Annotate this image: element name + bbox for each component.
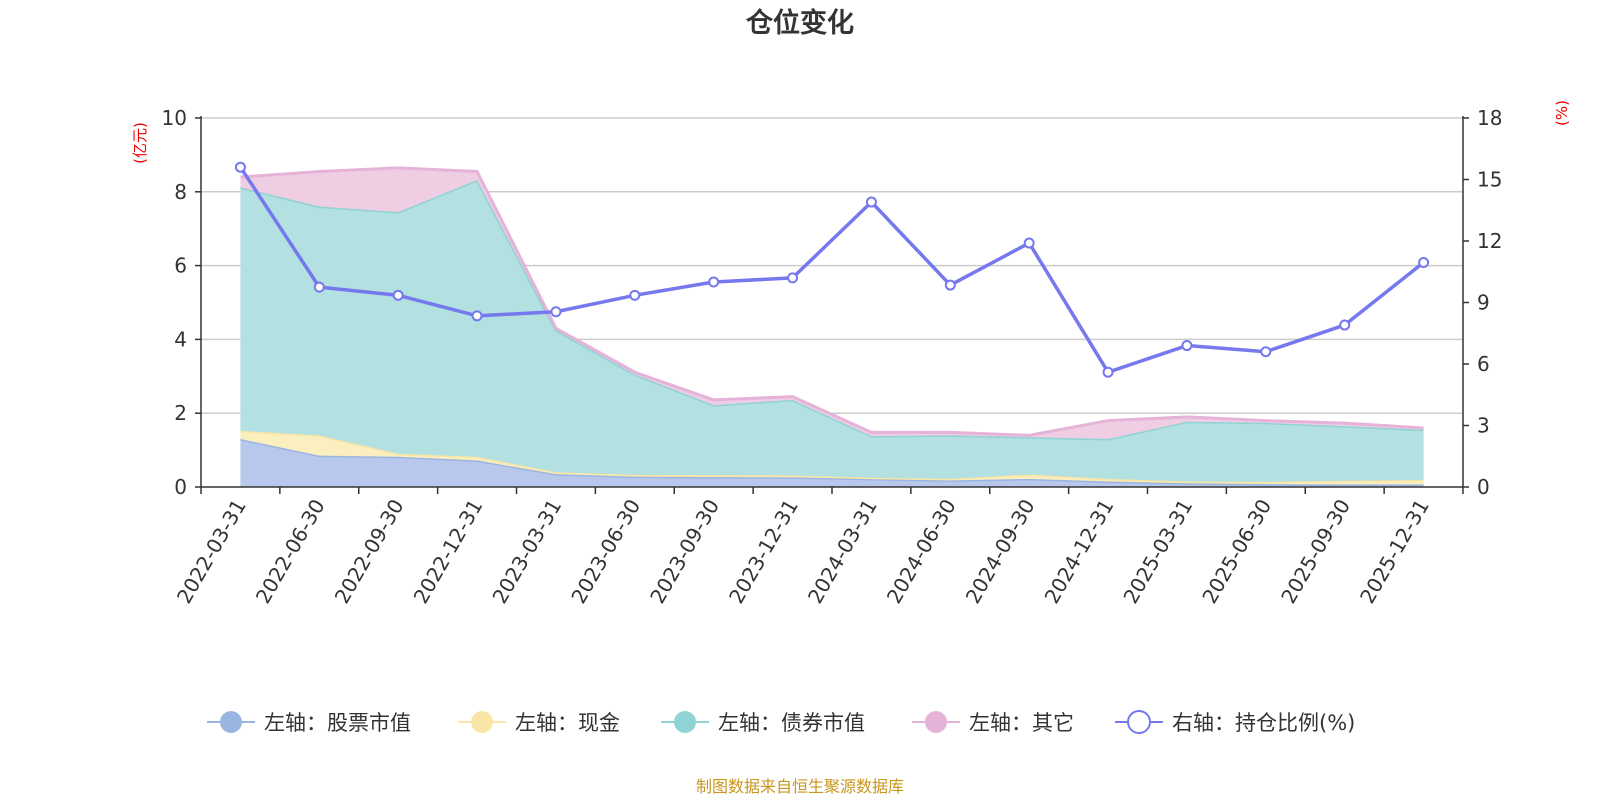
ratio-point (944, 279, 956, 291)
ratio-line (238, 166, 1425, 374)
right-axis-tick-label: 3 (1477, 414, 1490, 438)
ratio-point (708, 276, 720, 288)
x-axis-tick-label: 2023-03-31 (487, 495, 566, 608)
right-axis-unit: (%) (1553, 100, 1571, 126)
legend-marker (1127, 710, 1151, 734)
x-axis-tick-label: 2025-12-31 (1355, 495, 1434, 608)
right-axis-tick-label: 9 (1477, 291, 1490, 315)
left-axis-tick-label: 10 (162, 106, 187, 130)
left-axis-tick-label: 0 (174, 475, 187, 499)
legend-item: 左轴：债券市值 (661, 711, 865, 735)
left-axis-tick-label: 8 (174, 180, 187, 204)
area-top-line (240, 166, 1424, 437)
x-axis-tick-label: 2025-09-30 (1276, 495, 1355, 608)
legend-item: 左轴：其它 (912, 711, 1074, 735)
x-axis-tick-label: 2024-09-30 (961, 495, 1040, 608)
legend-label: 左轴：其它 (969, 711, 1074, 735)
legend-item: 左轴：现金 (458, 711, 620, 735)
x-axis-tick-label: 2024-12-31 (1040, 495, 1119, 608)
ratio-point (865, 196, 877, 208)
x-axis-tick-label: 2024-03-31 (803, 495, 882, 608)
legend-marker (674, 711, 696, 733)
legend: 左轴：股票市值 左轴：现金 左轴：债券市值 左轴：其它 右轴：持仓比例(%) (207, 710, 1355, 735)
ratio-point (1181, 340, 1193, 352)
x-axis-tick-label: 2022-06-30 (251, 495, 330, 608)
area-fill (240, 167, 1424, 440)
area-fill (240, 439, 1424, 487)
left-axis-tick-label: 6 (174, 254, 187, 278)
ratio-point (550, 306, 562, 318)
left-axis-tick-label: 4 (174, 327, 187, 351)
ratio-point (787, 272, 799, 284)
source-note: 制图数据来自恒生聚源数据库 (696, 777, 904, 796)
ratio-point (1260, 346, 1272, 358)
x-axis-tick-label: 2023-12-31 (724, 495, 803, 608)
right-axis-tick-label: 12 (1477, 229, 1502, 253)
legend-label: 左轴：股票市值 (264, 711, 411, 735)
legend-label: 右轴：持仓比例(%) (1172, 711, 1355, 735)
left-axis-tick-label: 2 (174, 401, 187, 425)
right-axis-tick-label: 0 (1477, 475, 1490, 499)
legend-marker (471, 711, 493, 733)
ratio-point (1023, 237, 1035, 249)
x-axis-tick-label: 2022-12-31 (409, 495, 488, 608)
legend-marker (925, 711, 947, 733)
ratio-point (313, 281, 325, 293)
x-axis-tick-label: 2025-06-30 (1197, 495, 1276, 608)
legend-label: 左轴：现金 (515, 711, 620, 735)
legend-item: 右轴：持仓比例(%) (1115, 710, 1355, 735)
x-axis-tick-label: 2024-06-30 (882, 495, 961, 608)
left-axis-unit: (亿元) (131, 122, 149, 164)
ratio-point (629, 289, 641, 301)
x-axis-tick-label: 2022-09-30 (330, 495, 409, 608)
legend-marker (220, 711, 242, 733)
line-series (234, 161, 1430, 378)
ratio-point (234, 161, 246, 173)
area-fill (240, 179, 1424, 482)
ratio-point (471, 310, 483, 322)
ratio-point (1339, 319, 1351, 331)
x-axis-tick-label: 2023-09-30 (645, 495, 724, 608)
x-axis-tick-label: 2025-03-31 (1118, 495, 1197, 608)
chart-title: 仓位变化 (745, 7, 854, 39)
ratio-point (392, 289, 404, 301)
x-axis-tick-label: 2022-03-31 (172, 495, 251, 608)
ratio-point (1102, 366, 1114, 378)
x-axis-tick-label: 2023-06-30 (566, 495, 645, 608)
right-axis-tick-label: 15 (1477, 168, 1502, 192)
legend-label: 左轴：债券市值 (718, 711, 865, 735)
area-series (240, 166, 1424, 487)
legend-item: 左轴：股票市值 (207, 711, 411, 735)
ratio-point (1418, 257, 1430, 269)
right-axis-tick-label: 18 (1477, 106, 1502, 130)
right-axis-tick-label: 6 (1477, 352, 1490, 376)
